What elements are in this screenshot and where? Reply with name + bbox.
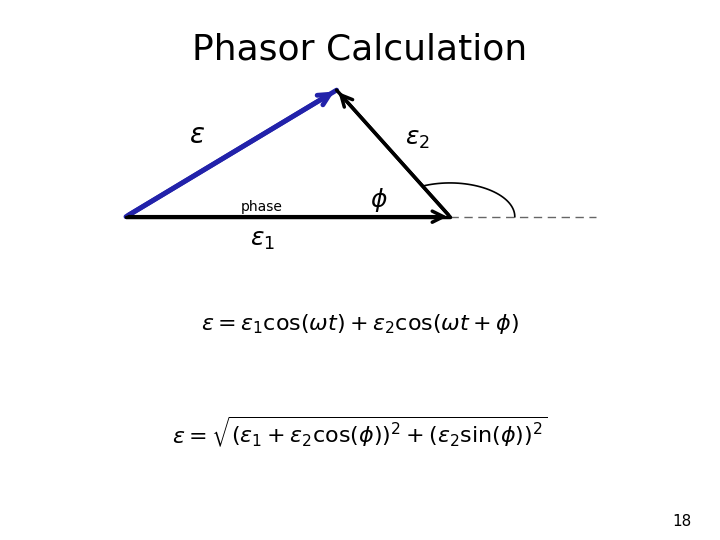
- Text: 18: 18: [672, 514, 691, 529]
- Text: $\phi$: $\phi$: [370, 186, 387, 214]
- Text: $\varepsilon = \sqrt{\left(\varepsilon_1 + \varepsilon_2 \cos(\phi)\right)^2 + \: $\varepsilon = \sqrt{\left(\varepsilon_1…: [172, 415, 548, 449]
- Text: $\varepsilon = \varepsilon_1 \cos(\omega t) + \varepsilon_2 \cos(\omega t + \phi: $\varepsilon = \varepsilon_1 \cos(\omega…: [201, 312, 519, 336]
- Text: Phasor Calculation: Phasor Calculation: [192, 32, 528, 66]
- Text: $\varepsilon$: $\varepsilon$: [189, 122, 205, 149]
- Text: $\varepsilon_1$: $\varepsilon_1$: [250, 229, 274, 252]
- Text: $\varepsilon_2$: $\varepsilon_2$: [405, 127, 430, 151]
- Text: phase: phase: [241, 200, 283, 213]
